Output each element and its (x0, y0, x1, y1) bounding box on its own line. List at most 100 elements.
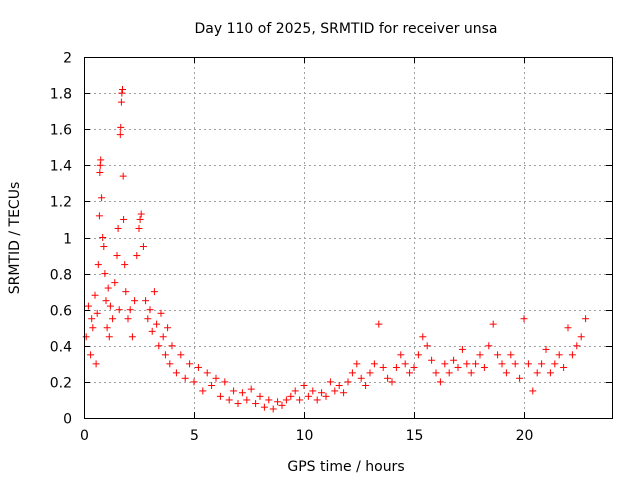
data-point (577, 333, 585, 341)
data-point (105, 333, 113, 341)
data-point (304, 392, 312, 400)
data-point (406, 369, 414, 377)
plot-frame (84, 57, 613, 419)
data-point (520, 315, 528, 323)
data-point (122, 288, 130, 296)
data-point (524, 360, 532, 368)
data-point (212, 374, 220, 382)
data-point (109, 315, 117, 323)
data-point (423, 342, 431, 350)
data-point (148, 327, 156, 335)
data-point (498, 360, 506, 368)
data-point (467, 369, 475, 377)
data-point (410, 363, 418, 371)
data-point (502, 369, 510, 377)
data-point (533, 369, 541, 377)
data-point (135, 224, 143, 232)
data-point (414, 351, 422, 359)
data-point (164, 324, 172, 332)
data-point (507, 351, 515, 359)
data-point (208, 382, 216, 390)
data-point (296, 396, 304, 404)
y-tick-label: 0 (63, 412, 72, 428)
data-point (234, 400, 242, 408)
data-point (92, 360, 100, 368)
data-point (436, 378, 444, 386)
data-point (564, 324, 572, 332)
data-point (146, 306, 154, 314)
data-point (353, 360, 361, 368)
data-point (117, 123, 125, 131)
data-point (494, 351, 502, 359)
data-point (445, 369, 453, 377)
data-point (116, 131, 124, 139)
data-point (166, 360, 174, 368)
data-point (542, 345, 550, 353)
x-tick-label: 10 (296, 428, 314, 444)
x-tick-label: 5 (190, 428, 199, 444)
data-point (397, 351, 405, 359)
y-tick-label: 1 (63, 232, 72, 248)
data-point (93, 309, 101, 317)
data-point (128, 333, 136, 341)
data-point (190, 378, 198, 386)
data-point (551, 360, 559, 368)
data-point (199, 387, 207, 395)
data-point (357, 374, 365, 382)
data-point (480, 363, 488, 371)
data-point (91, 291, 99, 299)
data-point (150, 288, 158, 296)
data-point (119, 85, 126, 93)
data-point (441, 360, 449, 368)
data-point (265, 396, 273, 404)
data-point (560, 363, 568, 371)
data-point (99, 234, 107, 241)
x-tick-label: 15 (406, 428, 424, 444)
data-point (432, 369, 440, 377)
data-point (322, 392, 330, 400)
data-point (111, 279, 119, 287)
data-point (153, 320, 161, 328)
data-point (131, 297, 139, 305)
data-point (124, 315, 132, 323)
data-point (335, 382, 343, 390)
data-point (117, 98, 125, 106)
data-point (177, 351, 185, 359)
data-point (546, 369, 554, 377)
data-point (375, 320, 383, 328)
data-point (269, 405, 277, 413)
data-point (362, 382, 370, 390)
y-tick-label: 2 (63, 51, 72, 67)
data-point (260, 403, 268, 411)
data-point (84, 302, 92, 310)
axis-layer: 0 5 10 15 20 0 0.2 0.4 0.6 0.8 1 1.2 1.4 1.6 1.8 2 (50, 51, 612, 444)
data-point (344, 378, 352, 386)
data-point (136, 215, 144, 223)
data-point (568, 351, 576, 359)
data-point (238, 389, 246, 397)
y-tick-label: 1.4 (50, 159, 72, 175)
data-point (168, 342, 176, 350)
data-point (155, 342, 163, 350)
data-point (159, 333, 167, 341)
y-tick-label: 0.8 (50, 268, 72, 284)
data-point (103, 324, 111, 332)
data-point (106, 302, 114, 310)
data-point (463, 360, 471, 368)
data-point (282, 396, 290, 404)
data-point (230, 387, 238, 395)
data-point (139, 243, 147, 251)
data-point (489, 320, 497, 328)
data-point (186, 360, 194, 368)
data-point (309, 387, 317, 395)
data-point (87, 351, 95, 359)
data-point (419, 333, 427, 341)
y-tick-label: 0.6 (50, 304, 72, 320)
data-point (96, 169, 104, 177)
data-point (118, 89, 126, 97)
data-point (274, 398, 282, 406)
data-point (114, 224, 122, 232)
data-point (278, 401, 286, 409)
data-point (194, 363, 202, 371)
data-point (100, 243, 108, 251)
